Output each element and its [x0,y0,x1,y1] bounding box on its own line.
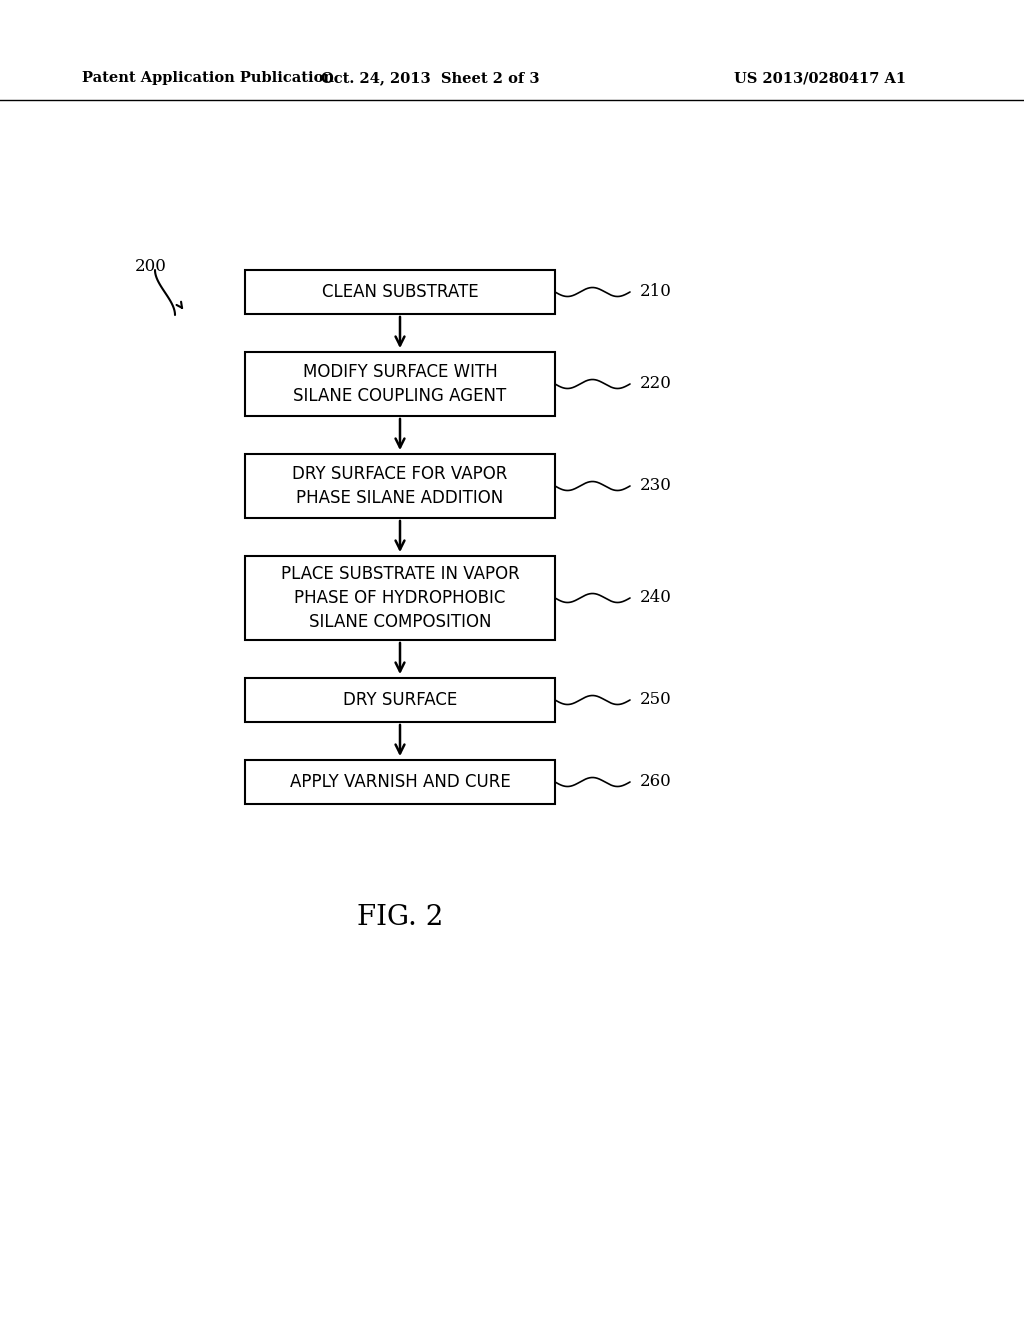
Text: FIG. 2: FIG. 2 [356,904,443,931]
Text: MODIFY SURFACE WITH
SILANE COUPLING AGENT: MODIFY SURFACE WITH SILANE COUPLING AGEN… [293,363,507,405]
Text: US 2013/0280417 A1: US 2013/0280417 A1 [734,71,906,84]
Bar [245,271,555,314]
Bar [245,556,555,640]
Text: CLEAN SUBSTRATE: CLEAN SUBSTRATE [322,282,478,301]
Text: 240: 240 [640,590,672,606]
Text: PLACE SUBSTRATE IN VAPOR
PHASE OF HYDROPHOBIC
SILANE COMPOSITION: PLACE SUBSTRATE IN VAPOR PHASE OF HYDROP… [281,565,519,631]
Text: 250: 250 [640,692,672,709]
Text: 200: 200 [135,257,167,275]
Text: DRY SURFACE: DRY SURFACE [343,690,457,709]
Bar [245,454,555,517]
Text: APPLY VARNISH AND CURE: APPLY VARNISH AND CURE [290,774,510,791]
Text: Patent Application Publication: Patent Application Publication [82,71,334,84]
Text: Oct. 24, 2013  Sheet 2 of 3: Oct. 24, 2013 Sheet 2 of 3 [321,71,540,84]
Bar [245,678,555,722]
Text: DRY SURFACE FOR VAPOR
PHASE SILANE ADDITION: DRY SURFACE FOR VAPOR PHASE SILANE ADDIT… [292,465,508,507]
Bar [245,352,555,416]
Text: 210: 210 [640,284,672,301]
Text: 220: 220 [640,375,672,392]
Bar [245,760,555,804]
Text: 260: 260 [640,774,672,791]
Text: 230: 230 [640,478,672,495]
